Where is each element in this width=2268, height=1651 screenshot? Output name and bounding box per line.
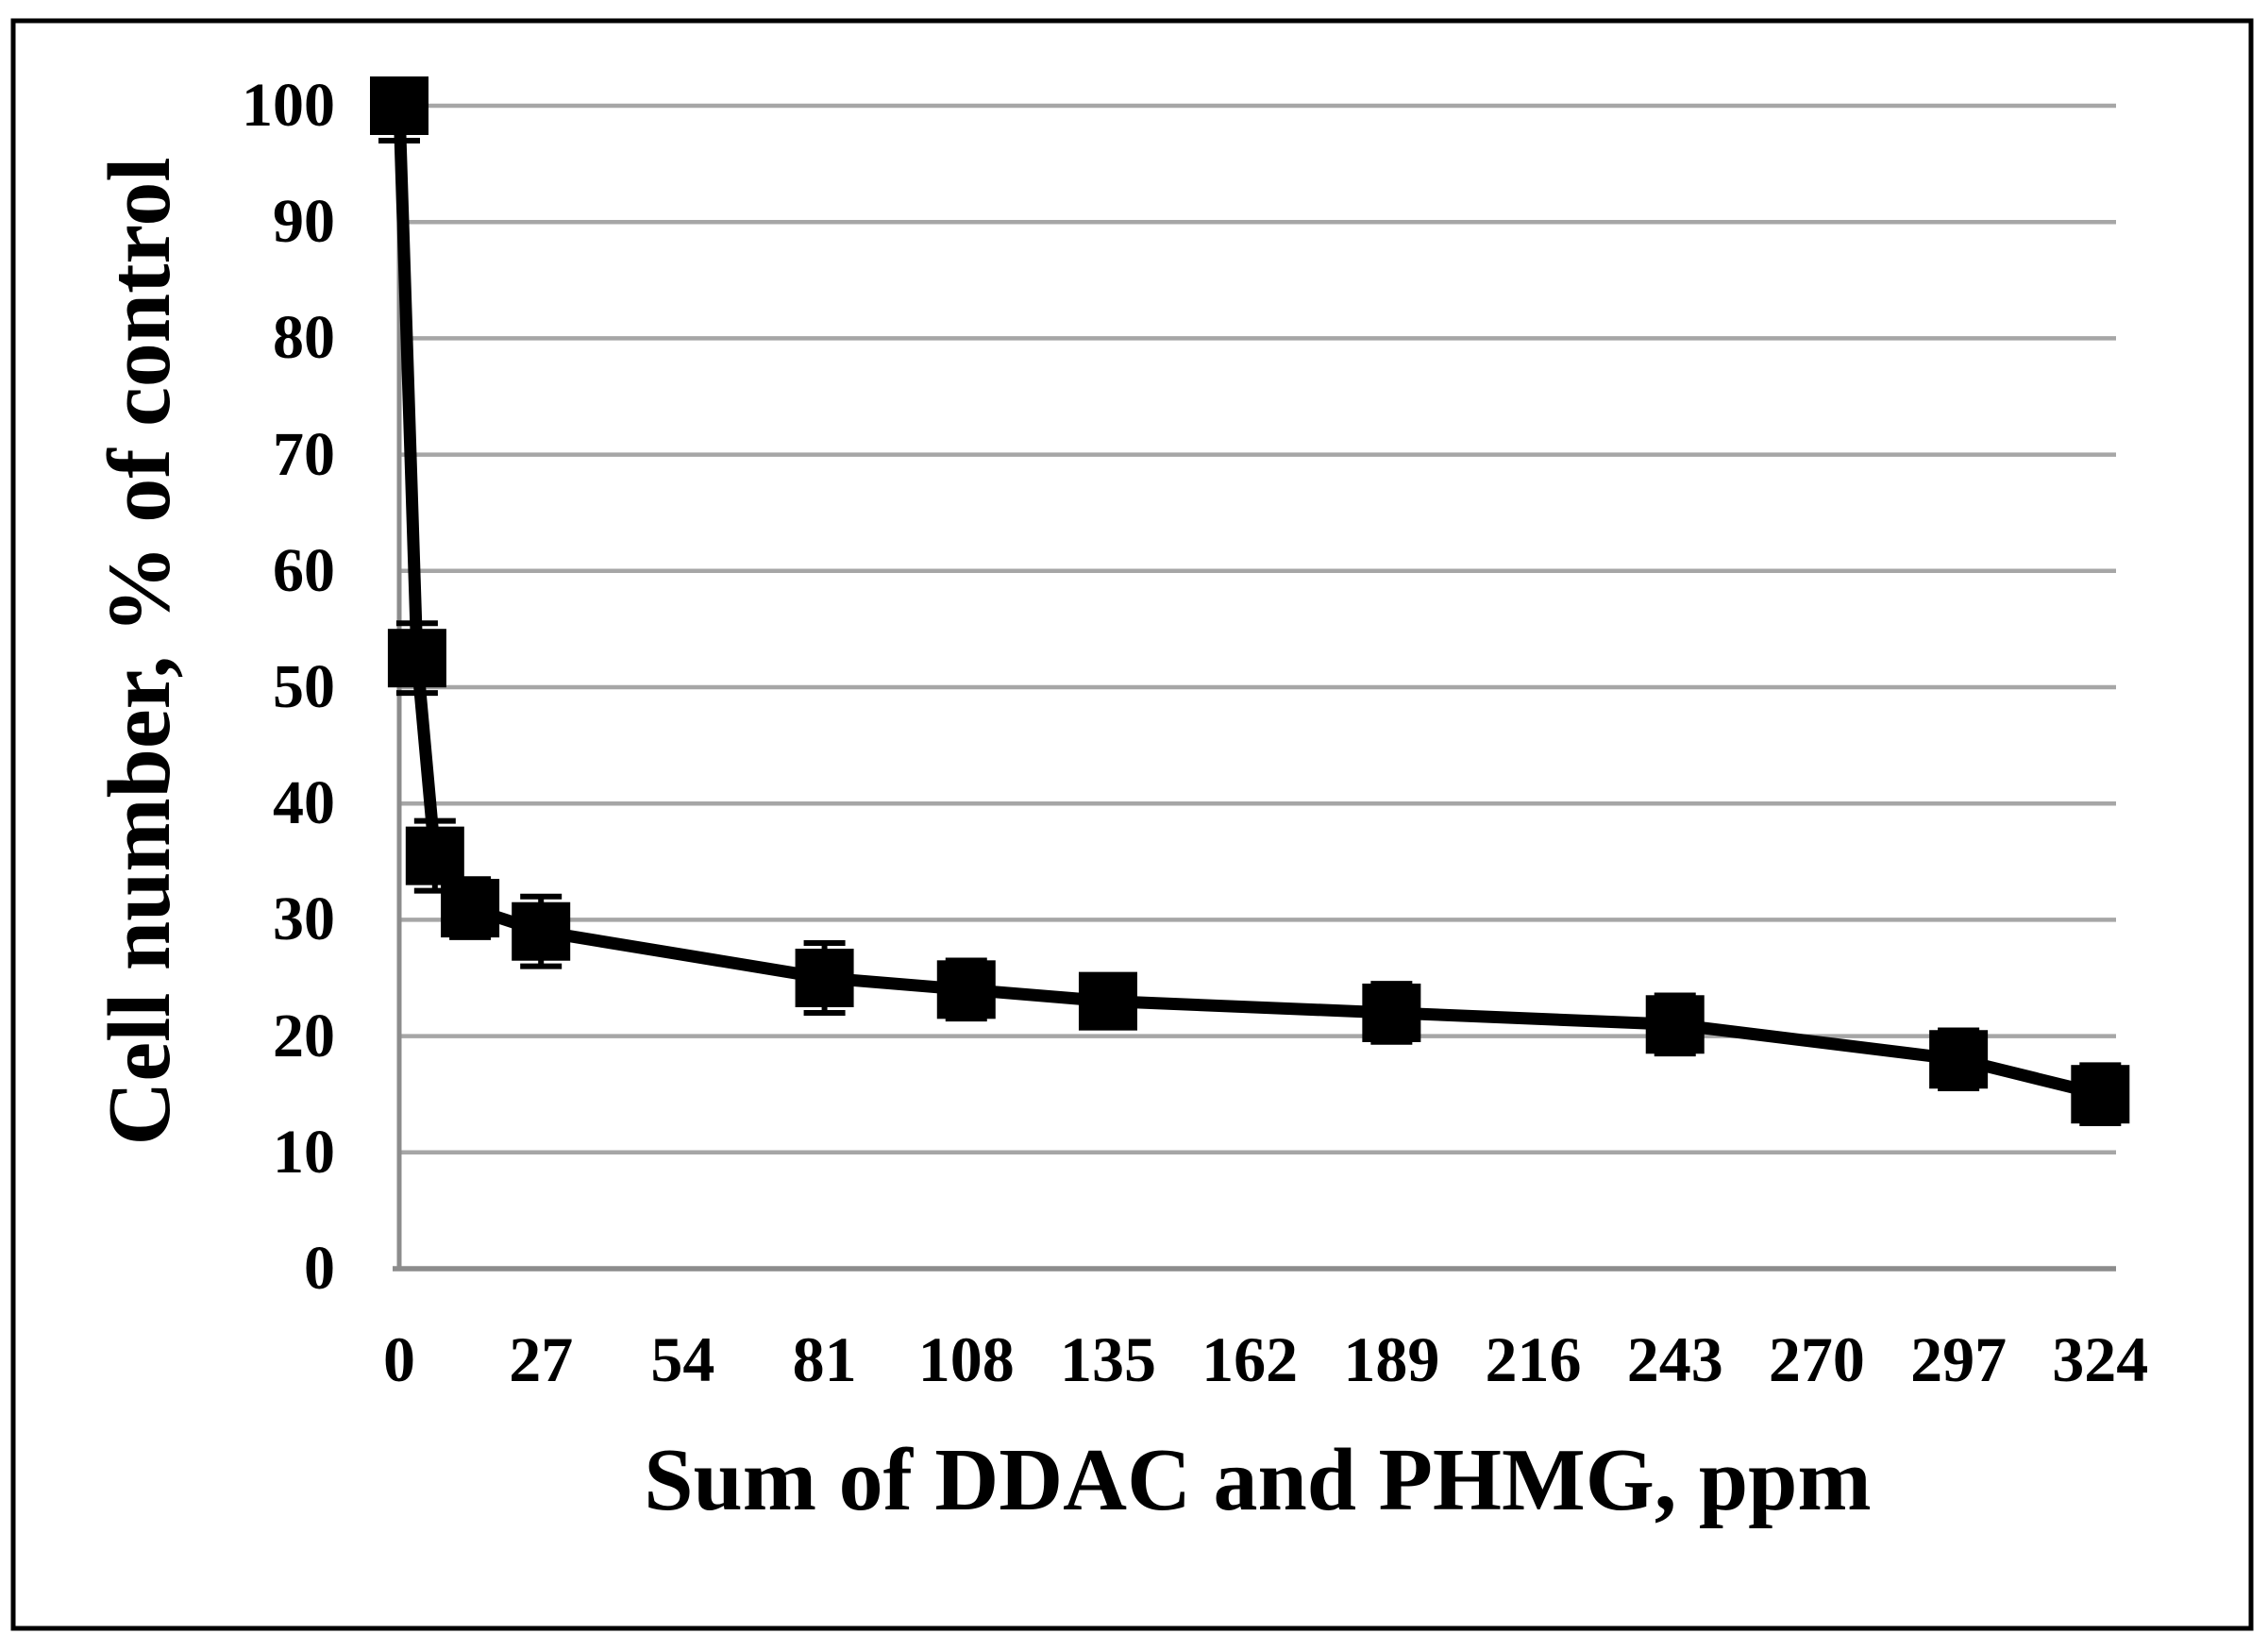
data-point-marker — [795, 949, 854, 1007]
x-tick-label: 243 — [1626, 1323, 1723, 1395]
y-tick-label: 60 — [273, 535, 335, 605]
y-tick-label: 20 — [273, 1001, 335, 1070]
data-point-marker — [370, 76, 428, 135]
data-point-marker — [512, 901, 571, 961]
x-tick-label: 324 — [2052, 1323, 2149, 1395]
data-point-marker — [1078, 971, 1137, 1031]
x-tick-label: 135 — [1059, 1323, 1156, 1395]
y-tick-label: 0 — [304, 1234, 335, 1303]
data-point-marker — [2071, 1065, 2130, 1124]
y-axis-title: Cell number, % of control — [91, 157, 189, 1146]
x-tick-label: 162 — [1201, 1323, 1299, 1395]
y-tick-label: 100 — [242, 71, 335, 140]
y-tick-label: 70 — [273, 419, 335, 489]
x-tick-label: 54 — [650, 1323, 715, 1395]
data-point-marker — [405, 826, 464, 885]
data-point-marker — [1929, 1030, 1989, 1089]
x-tick-label: 297 — [1910, 1323, 2008, 1395]
x-tick-label: 270 — [1768, 1323, 1865, 1395]
y-tick-label: 50 — [273, 652, 335, 721]
figure-border — [10, 18, 2254, 1631]
x-tick-label: 189 — [1343, 1323, 1440, 1395]
x-axis-title: Sum of DDAC and PHMG, ppm — [644, 1431, 1872, 1529]
data-point-marker — [1645, 995, 1705, 1054]
y-tick-label: 10 — [273, 1117, 335, 1187]
x-tick-label: 81 — [792, 1323, 857, 1395]
x-tick-label: 27 — [509, 1323, 574, 1395]
data-point-marker — [441, 879, 500, 938]
data-point-marker — [936, 960, 996, 1019]
x-tick-label: 0 — [383, 1323, 415, 1395]
data-point-marker — [1362, 983, 1421, 1042]
x-tick-label: 216 — [1485, 1323, 1582, 1395]
series-line — [393, 105, 2102, 1101]
y-tick-label: 40 — [273, 768, 335, 838]
y-tick-label: 80 — [273, 303, 335, 373]
x-tick-label: 108 — [917, 1323, 1015, 1395]
data-point-marker — [387, 629, 446, 688]
y-tick-label: 30 — [273, 884, 335, 954]
y-tick-label: 90 — [273, 187, 335, 257]
